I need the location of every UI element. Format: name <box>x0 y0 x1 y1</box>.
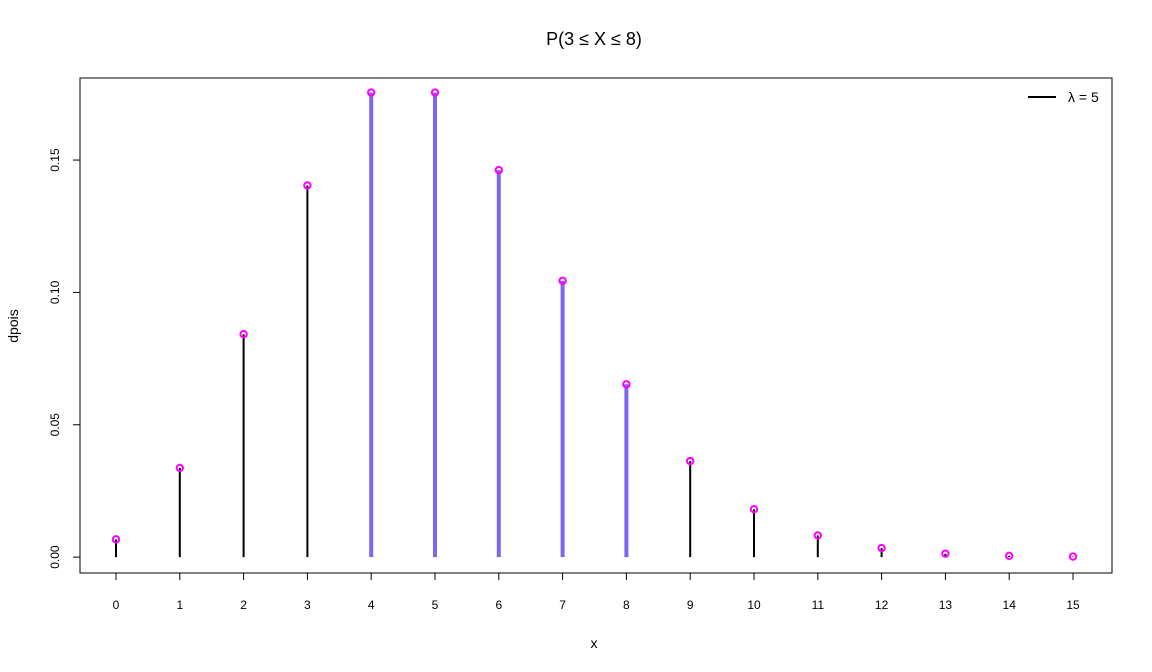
data-point <box>1005 551 1014 560</box>
legend-label: λ = 5 <box>1068 89 1099 105</box>
x-tick-label: 11 <box>812 598 825 612</box>
y-axis: 0.00 0.05 0.10 0.15 <box>48 148 80 569</box>
x-tick-label: 7 <box>559 598 566 612</box>
x-tick-label: 8 <box>623 598 630 612</box>
data-point <box>1068 552 1078 561</box>
x-tick-label: 13 <box>939 598 953 612</box>
legend: λ = 5 <box>1028 89 1099 105</box>
y-axis-title: dpois <box>5 309 21 342</box>
x-tick-label: 5 <box>432 598 439 612</box>
x-tick-label: 12 <box>875 598 889 612</box>
x-tick-label: 9 <box>687 598 694 612</box>
data-point <box>622 380 631 389</box>
plot-frame <box>79 77 1113 574</box>
data-point <box>941 549 950 558</box>
x-tick-label: 4 <box>368 598 375 612</box>
x-tick-label: 14 <box>1003 598 1017 612</box>
chart-title: P(3 ≤ X ≤ 8) <box>546 29 642 49</box>
x-tick-label: 2 <box>240 598 247 612</box>
data-point <box>239 330 248 339</box>
data-point <box>749 505 759 514</box>
x-tick-label: 0 <box>113 598 120 612</box>
data-point <box>303 181 312 190</box>
data-point <box>430 88 440 97</box>
x-axis-title: x <box>591 635 598 651</box>
x-tick-label: 10 <box>747 598 761 612</box>
point-series <box>111 88 1078 561</box>
x-tick-label: 1 <box>176 598 183 612</box>
x-tick-label: 15 <box>1066 598 1080 612</box>
stem-series <box>115 92 1074 558</box>
data-point <box>367 88 376 97</box>
x-tick-label: 6 <box>495 598 502 612</box>
data-point <box>813 531 822 540</box>
y-tick-label: 0.10 <box>48 280 62 304</box>
data-point <box>877 543 886 553</box>
data-point <box>175 463 185 473</box>
y-tick-label: 0.05 <box>48 413 62 437</box>
data-point <box>686 456 695 466</box>
data-point <box>558 276 567 285</box>
y-tick-label: 0.00 <box>48 545 62 569</box>
x-tick-label: 3 <box>304 598 311 612</box>
x-axis: 0 1 2 3 4 5 6 7 8 9 10 11 12 13 14 15 <box>113 573 1080 612</box>
y-tick-label: 0.15 <box>48 148 62 172</box>
data-point <box>111 535 121 544</box>
data-point <box>494 165 503 175</box>
